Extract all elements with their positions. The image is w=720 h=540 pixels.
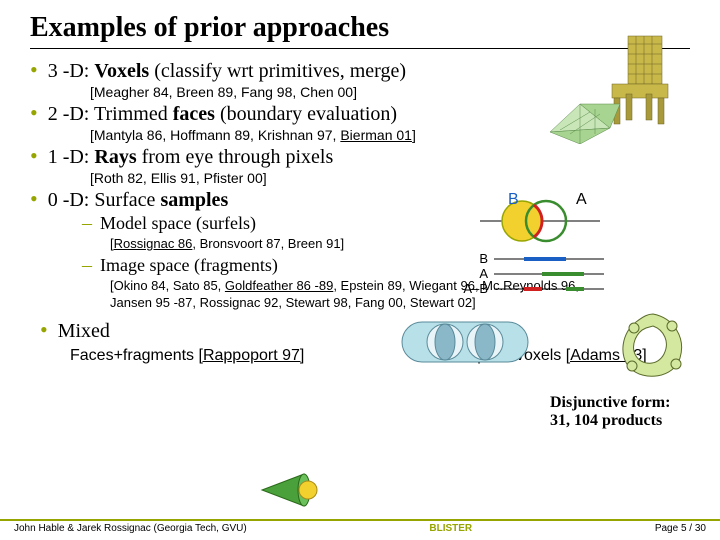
bullet-dot-icon: • — [40, 319, 48, 341]
bullet-3d-text: 3 -D: Voxels (classify wrt primitives, m… — [48, 60, 406, 83]
venn-label-b: B — [508, 191, 519, 209]
cone-sphere-illustration — [260, 470, 320, 510]
disjunctive-form-label: Disjunctive form: 31, 104 products — [550, 394, 710, 430]
bullet-dot-icon: • — [30, 145, 38, 167]
dash-icon: – — [82, 212, 92, 235]
bullet-dot-icon: • — [30, 102, 38, 124]
bullet-dot-icon: • — [30, 188, 38, 210]
footer-center: BLISTER — [429, 523, 472, 534]
chair-mesh-illustration — [550, 34, 690, 144]
csg-cylinders-illustration — [400, 312, 530, 372]
footer-left: John Hable & Jarek Rossignac (Georgia Te… — [14, 523, 247, 534]
cite-1d: [Roth 82, Ellis 91, Pfister 00] — [90, 170, 690, 186]
mixed-label: Mixed — [58, 320, 110, 343]
bullet-1d-text: 1 -D: Rays from eye through pixels — [48, 146, 334, 169]
venn-label-a: A — [576, 191, 587, 209]
dash-icon: – — [82, 254, 92, 277]
slide-footer: John Hable & Jarek Rossignac (Georgia Te… — [0, 519, 720, 534]
bullet-1d: • 1 -D: Rays from eye through pixels — [30, 145, 690, 169]
venn-diagram: B A — [480, 193, 600, 249]
mixed-subrow: Faces+fragments [Rappoport 97] Samples+v… — [70, 347, 690, 365]
segment-rows: B A A–B — [460, 251, 610, 301]
bullet-2d-text: 2 -D: Trimmed faces (boundary evaluation… — [48, 103, 397, 126]
footer-right: Page 5 / 30 — [655, 523, 706, 534]
leaf-shape-illustration — [614, 308, 692, 386]
bullet-0d-text: 0 -D: Surface samples — [48, 189, 229, 212]
bullet-dot-icon: • — [30, 59, 38, 81]
bullet-mixed: • Mixed — [40, 319, 690, 343]
